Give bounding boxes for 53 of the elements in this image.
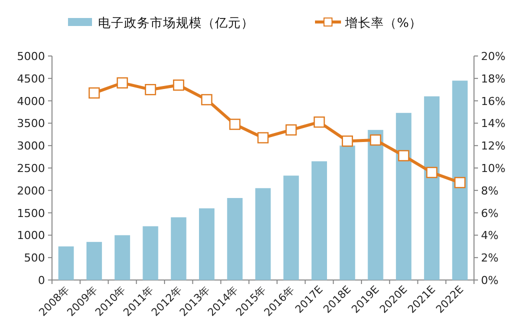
bar	[396, 112, 412, 280]
y2-tick-label: 12%	[481, 140, 506, 153]
y2-tick-label: 8%	[481, 184, 498, 198]
bar	[58, 246, 74, 280]
y-tick-label: 3500	[17, 117, 45, 130]
point	[201, 94, 212, 106]
bar	[312, 161, 328, 280]
point	[144, 84, 156, 96]
y-tick-label: 4500	[17, 72, 45, 86]
point	[342, 136, 353, 147]
bar	[283, 176, 299, 280]
y2-tick-label: 0%	[481, 274, 498, 287]
bar	[114, 235, 130, 280]
point	[370, 134, 382, 146]
point	[426, 166, 438, 178]
y-tick-label: 0	[38, 274, 45, 287]
point	[173, 80, 184, 91]
y2-tick-label: 14%	[481, 117, 506, 130]
bar	[198, 208, 214, 280]
point	[314, 116, 325, 128]
point	[398, 150, 410, 162]
bar	[424, 96, 440, 280]
y2-tick-label: 6%	[481, 206, 498, 220]
y-tick-label: 5000	[17, 50, 45, 63]
y-tick-label: 1000	[17, 229, 45, 242]
y2-tick-label: 18%	[481, 72, 506, 86]
legend-label: 电子政务市场规模（亿元）	[98, 15, 254, 30]
y-tick-label: 500	[24, 252, 45, 265]
bar	[142, 226, 158, 280]
point	[454, 176, 466, 188]
point	[116, 77, 128, 88]
y-tick-label: 4000	[17, 94, 45, 108]
bar	[368, 130, 384, 280]
y2-tick-label: 10%	[481, 162, 506, 175]
bar	[340, 146, 356, 280]
bar	[255, 188, 271, 280]
point	[229, 118, 240, 130]
legend-label: 增长率（%）	[344, 15, 422, 30]
y2-tick-label: 4%	[481, 229, 498, 242]
y-tick-label: 2000	[17, 184, 45, 198]
y-tick-label: 2500	[17, 162, 45, 175]
y2-tick-label: 2%	[481, 252, 498, 265]
bar	[452, 80, 468, 280]
bar	[227, 198, 243, 280]
y-tick-label: 1500	[17, 206, 45, 220]
y-tick-label: 3000	[17, 140, 45, 153]
bar	[86, 242, 102, 280]
point	[286, 124, 297, 136]
y2-tick-label: 16%	[481, 94, 506, 108]
bar	[170, 217, 186, 280]
y2-tick-label: 20%	[481, 50, 506, 63]
point	[257, 132, 269, 144]
point	[88, 87, 100, 99]
